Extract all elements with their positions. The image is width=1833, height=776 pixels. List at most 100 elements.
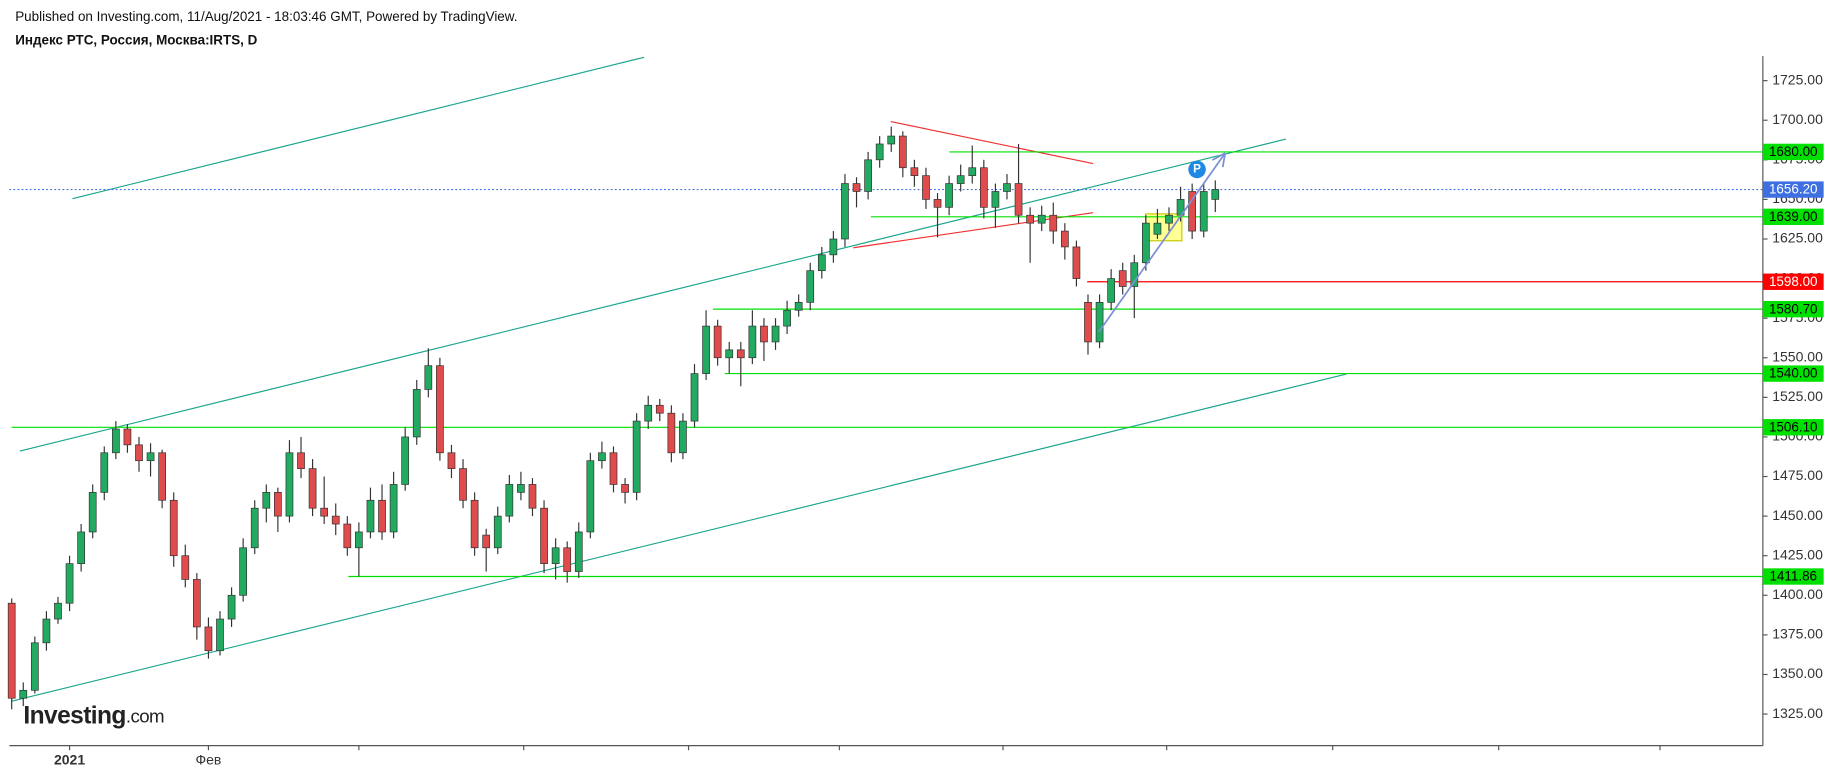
candle-body	[297, 452, 305, 469]
candle-body	[563, 547, 572, 572]
x-tick-label: 2021	[54, 752, 85, 768]
candle-body	[702, 325, 710, 374]
candle-body	[447, 452, 456, 469]
arrow-head	[1211, 152, 1226, 168]
candle-body	[42, 618, 51, 644]
triangle-line	[890, 120, 1094, 165]
candle-body	[1199, 191, 1208, 232]
candle-body	[65, 563, 74, 604]
candle-body	[1107, 278, 1115, 303]
price-tag-label: 1506.10	[1769, 419, 1818, 434]
highlight-box	[1145, 213, 1183, 242]
candle-body	[378, 499, 386, 533]
candle-body	[111, 428, 120, 454]
candle-body	[262, 492, 271, 509]
candle-body	[748, 325, 757, 359]
y-tick-label: 1450.00	[1772, 507, 1823, 523]
candle-body	[783, 309, 791, 327]
candle-body	[898, 135, 907, 169]
y-tick-label: 1325.00	[1772, 705, 1823, 721]
candle-body	[1072, 246, 1081, 279]
price-tag	[1762, 300, 1824, 318]
candle-body	[933, 199, 942, 208]
candle-body	[736, 349, 745, 359]
price-tag-label: 1580.70	[1769, 301, 1818, 316]
candle-body	[77, 531, 85, 564]
month-ticks	[358, 745, 1661, 751]
candle-body	[88, 492, 97, 533]
price-tag	[1762, 143, 1824, 161]
candle-body	[528, 484, 537, 509]
price-tag-label: 1598.00	[1769, 274, 1818, 289]
candle-body	[355, 531, 363, 549]
candle-body	[424, 365, 433, 390]
marker-circle	[1188, 160, 1206, 179]
candle-body	[193, 579, 201, 628]
candle-body	[956, 175, 965, 184]
candle-body	[7, 602, 16, 699]
candle-body	[655, 404, 664, 414]
price-tag	[1762, 181, 1824, 198]
candle-body	[285, 452, 294, 517]
price-tag-label: 1680.00	[1769, 144, 1818, 159]
x-tick-label: Фев	[195, 752, 221, 768]
candle-body	[586, 460, 595, 533]
y-tick-label: 1475.00	[1772, 467, 1823, 483]
watermark-brand: Investing	[23, 703, 125, 730]
candle-body	[713, 325, 722, 359]
candle-body	[852, 183, 861, 192]
candle-body	[829, 238, 838, 256]
price-tag-label: 1411.86	[1769, 569, 1817, 584]
candle-body	[1003, 183, 1011, 192]
candle-body	[991, 191, 1000, 208]
watermark: Investing.com	[23, 703, 164, 730]
candle-body	[621, 484, 629, 493]
candle-body	[760, 325, 768, 343]
trend-line	[19, 138, 1287, 452]
candle-body	[493, 515, 502, 549]
candle-body	[841, 183, 849, 240]
candle-body	[725, 349, 734, 359]
price-tag	[1762, 419, 1824, 436]
candle-body	[644, 404, 653, 422]
candle-body	[910, 167, 919, 177]
candle-body	[331, 515, 340, 525]
candle-body	[1049, 214, 1058, 232]
price-tag-label: 1639.00	[1769, 209, 1818, 224]
candle-body	[1142, 222, 1150, 264]
candle-body	[1014, 183, 1023, 216]
candle-body	[875, 143, 884, 161]
candle-body	[470, 499, 479, 549]
symbol-title: Индекс РТС, Россия, Москва:IRTS, D	[15, 32, 257, 47]
candle-body	[1130, 262, 1139, 287]
candle-body	[412, 389, 421, 438]
y-tick-label: 1700.00	[1772, 111, 1823, 127]
candle-body	[1165, 214, 1173, 224]
y-tick-label: 1425.00	[1772, 546, 1823, 562]
marker-label: P	[1193, 163, 1201, 176]
candle-body	[968, 167, 977, 177]
candle-body	[551, 547, 560, 564]
candle-body	[308, 468, 317, 509]
candle-body	[436, 365, 444, 454]
candle-body	[482, 534, 491, 549]
candle-body	[158, 452, 166, 501]
candle-body	[667, 412, 676, 454]
trend-line	[11, 373, 1347, 702]
candle-body	[135, 444, 143, 462]
y-tick-label: 1350.00	[1772, 665, 1823, 681]
candle-body	[366, 499, 375, 533]
y-tick-label: 1625.00	[1772, 230, 1823, 246]
candle-body	[54, 602, 62, 620]
candle-body	[1118, 270, 1127, 287]
candle-body	[1188, 191, 1197, 232]
candle-body	[1153, 222, 1162, 235]
candle-body	[517, 484, 525, 493]
y-tick-label: 1400.00	[1772, 586, 1823, 602]
candle-body	[632, 420, 641, 493]
candle-body	[389, 484, 398, 533]
watermark-suffix: .com	[126, 706, 164, 727]
